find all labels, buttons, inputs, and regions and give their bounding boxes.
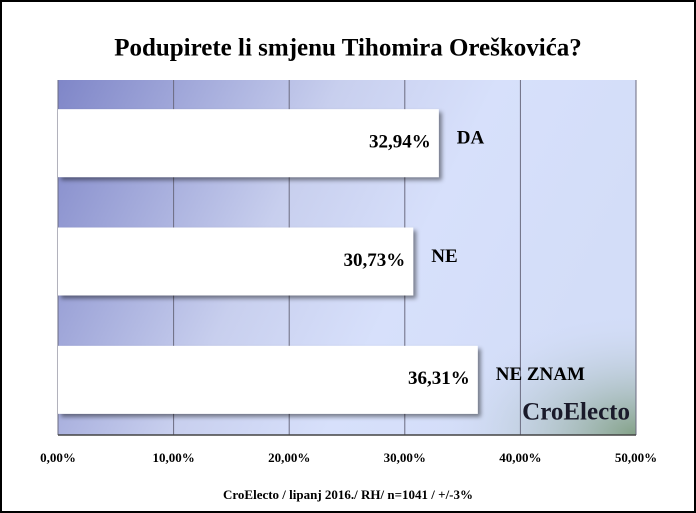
category-label: DA [457,128,485,149]
x-tick-label: 10,00% [152,450,194,465]
category-label: NE ZNAM [496,364,585,385]
category-label: NE [431,246,457,267]
watermark: CroElecto [522,399,630,426]
value-label: 30,73% [343,250,405,271]
x-tick-label: 0,00% [40,450,76,465]
footer: CroElecto / lipanj 2016./ RH/ n=1041 / +… [223,487,473,502]
value-label: 36,31% [408,368,470,389]
bar [58,109,439,178]
x-tick-label: 40,00% [499,450,541,465]
bar [58,345,478,414]
bar [58,227,414,296]
value-label: 32,94% [369,132,431,153]
x-tick-label: 20,00% [268,450,310,465]
x-tick-label: 30,00% [384,450,426,465]
chart-title: Podupirete li smjenu Tihomira Oreškovića… [114,35,582,62]
x-tick-label: 50,00% [615,450,657,465]
